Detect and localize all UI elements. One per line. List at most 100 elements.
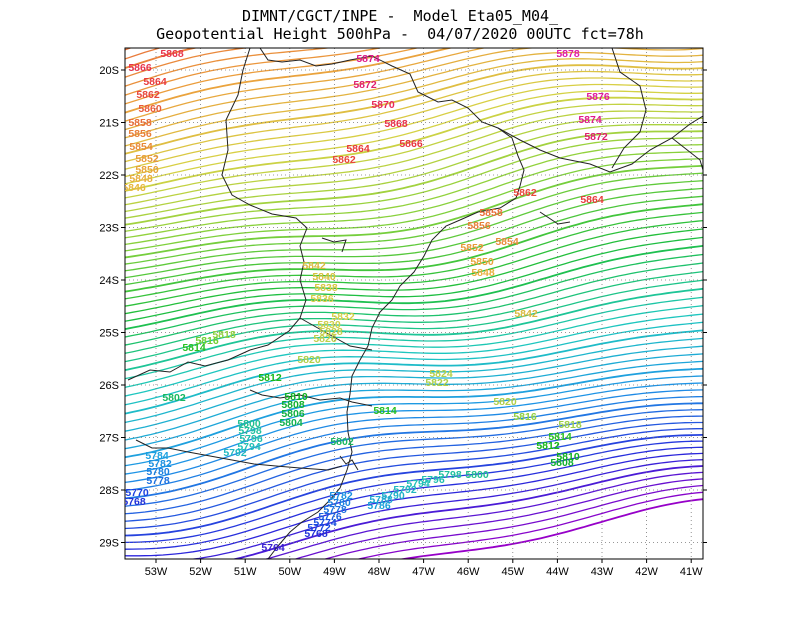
- contour-label: 5842: [514, 308, 538, 320]
- contour-label: 5866: [128, 62, 152, 74]
- longitude-label: 42W: [635, 566, 658, 578]
- latitude-label: 27S: [99, 433, 119, 445]
- contour-label: 5874: [356, 53, 380, 65]
- contour-label: 5872: [584, 131, 608, 143]
- contour-label: 5852: [135, 153, 159, 165]
- latitude-label: 22S: [99, 170, 119, 182]
- longitude-labels: 53W 52W 51W 50W 49W 48W 47W 46W 45W 44W 43W 42W 41W: [145, 566, 703, 578]
- contour-label: 5858: [128, 117, 152, 129]
- contour-label: 5850: [470, 256, 494, 268]
- contour-label: 5862: [513, 187, 537, 199]
- latitude-labels: 20S 21S 22S 23S 24S 25S 26S 27S 28S 29S: [99, 65, 119, 550]
- chart-title-line-1: DIMNT/CGCT/INPE - Model Eta05_M04_: [241, 7, 559, 25]
- contour-label: 5824: [429, 368, 453, 380]
- contour-label: 5778: [323, 504, 347, 516]
- contour-label: 5796: [421, 474, 445, 486]
- contour-label: 5804: [279, 417, 303, 429]
- contour-label: 5798: [238, 425, 262, 437]
- contour-label: 5856: [467, 220, 491, 232]
- longitude-label: 51W: [234, 566, 257, 578]
- contour-label: 5846: [122, 182, 146, 194]
- contour-label: 5790: [381, 490, 405, 502]
- contour-label: 5780: [327, 497, 351, 509]
- longitude-label: 47W: [412, 566, 435, 578]
- contour-label: 5856: [128, 128, 152, 140]
- contour-label: 5774: [313, 517, 337, 529]
- latitude-label: 23S: [99, 223, 119, 235]
- latitude-label: 24S: [99, 275, 119, 287]
- contour-label: 5800: [237, 418, 261, 430]
- longitude-label: 49W: [323, 566, 346, 578]
- axis-ticks: [121, 69, 707, 563]
- contour-label: 5842: [302, 260, 326, 272]
- contour-label: 5810: [284, 391, 308, 403]
- longitude-label: 53W: [145, 566, 168, 578]
- latitude-label: 28S: [99, 485, 119, 497]
- longitude-label: 43W: [591, 566, 614, 578]
- contour-label: 5850: [135, 164, 159, 176]
- contour-label: 5862: [332, 154, 356, 166]
- contour-label: 5770: [125, 487, 149, 499]
- contour-label: 5802: [162, 392, 186, 404]
- contour-label: 5778: [146, 475, 170, 487]
- contour-label: 5784: [145, 450, 169, 462]
- contour-label: 5814: [548, 431, 572, 443]
- latitude-label: 21S: [99, 118, 119, 130]
- contour-label: 5818: [212, 329, 236, 341]
- contour-label: 5806: [281, 408, 305, 420]
- contour-label: 5836: [310, 293, 334, 305]
- contour-label: 5816: [513, 411, 537, 423]
- contour-label: 5792: [393, 484, 417, 496]
- contour-label: 5820: [493, 396, 517, 408]
- longitude-label: 52W: [189, 566, 212, 578]
- contour-label: 5800: [465, 469, 489, 481]
- contour-label: 5782: [148, 458, 172, 470]
- longitude-label: 41W: [680, 566, 703, 578]
- contour-label: 5808: [281, 399, 305, 411]
- contour-label: 5802: [330, 436, 354, 448]
- contour-lines: [125, 48, 703, 559]
- contour-label: 5816: [195, 335, 219, 347]
- contour-label: 5874: [578, 114, 602, 126]
- contour-label: 5792: [223, 447, 247, 459]
- contour-label: 5848: [129, 173, 153, 185]
- contour-label: 5798: [438, 469, 462, 481]
- contour-label: 5768: [122, 496, 146, 508]
- longitude-label: 50W: [278, 566, 301, 578]
- contour-label: 5776: [318, 511, 342, 523]
- contour-label: 5876: [586, 91, 610, 103]
- contour-label: 5854: [129, 141, 153, 153]
- contour-label: 5812: [536, 440, 560, 452]
- contour-label: 5864: [346, 143, 370, 155]
- contour-label: 5870: [371, 99, 395, 111]
- contour-label: 5782: [329, 490, 353, 502]
- contour-label: 5866: [399, 138, 423, 150]
- contour-label: 5864: [580, 194, 604, 206]
- contour-label: 5788: [369, 494, 393, 506]
- contour-label: 5772: [307, 522, 331, 534]
- contour-label: 5832: [331, 311, 355, 323]
- contour-label: 5796: [239, 433, 263, 445]
- contour-value-labels: 5868586658645862586058585856585458525850…: [122, 48, 610, 554]
- contour-label: 5794: [406, 478, 430, 490]
- contour-label: 5764: [261, 542, 285, 554]
- contour-label: 5818: [558, 419, 582, 431]
- latitude-label: 25S: [99, 328, 119, 340]
- contour-label: 5814: [373, 405, 397, 417]
- contour-label: 5838: [314, 282, 338, 294]
- contour-label: 5814: [182, 342, 206, 354]
- coastline-and-state-borders: [127, 48, 703, 559]
- longitude-label: 48W: [368, 566, 391, 578]
- contour-label: 5872: [353, 79, 377, 91]
- contour-label: 5840: [312, 271, 336, 283]
- contour-label: 5820: [297, 354, 321, 366]
- longitude-label: 45W: [501, 566, 524, 578]
- contour-label: 5858: [479, 207, 503, 219]
- contour-label: 5780: [146, 466, 170, 478]
- contour-label: 5848: [471, 267, 495, 279]
- contour-label: 5862: [136, 89, 160, 101]
- contour-label: 5878: [556, 48, 580, 60]
- longitude-label: 46W: [457, 566, 480, 578]
- contour-label: 5794: [237, 441, 261, 453]
